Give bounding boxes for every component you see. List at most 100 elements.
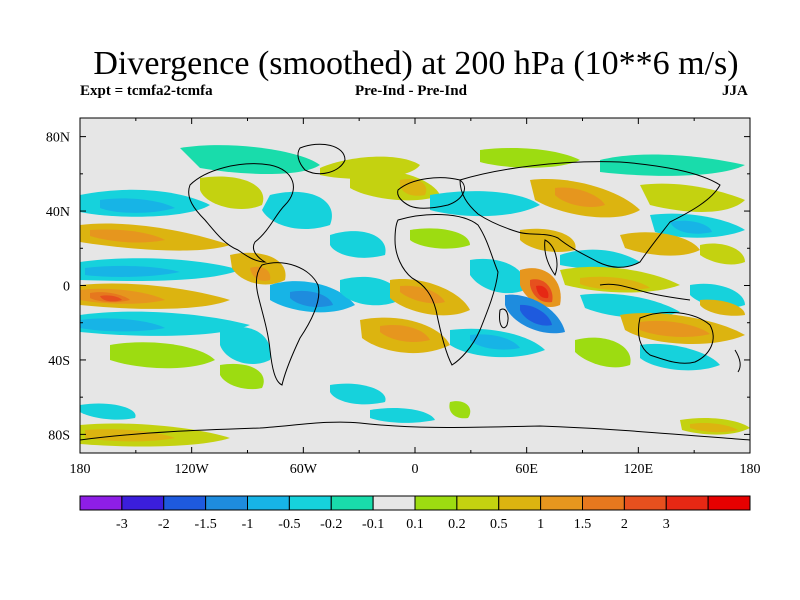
field-patch (700, 243, 745, 265)
field-patch (85, 265, 180, 277)
field-patch (100, 198, 175, 213)
field-patch (640, 183, 745, 212)
field-patch (690, 422, 738, 433)
colorbar-label: 1.5 (574, 517, 592, 532)
colorbar-swatch (121, 495, 165, 511)
field-patch (555, 187, 605, 207)
field-patch (640, 320, 710, 337)
coastline-new-zealand (734, 349, 741, 373)
experiment-label: Expt = tcmfa2-tcmfa (80, 83, 213, 99)
field-patch (430, 191, 540, 217)
colorbar-swatch (372, 495, 416, 511)
field-patch (470, 334, 520, 350)
colorbar: -3 -2 -1.5 -1 -0.5 -0.2 -0.1 0.1 0.2 0.5 1 1.5 2 3 (79, 495, 751, 532)
colorbar-swatch (414, 495, 458, 511)
lon-tick-label: 60E (515, 462, 538, 477)
colorbar-swatch (665, 495, 709, 511)
coastline-africa (394, 214, 499, 366)
field-patch (580, 293, 680, 318)
field-patch (536, 285, 549, 299)
lon-tick-label: 120W (175, 462, 210, 477)
field-patch (480, 148, 580, 168)
lon-tick-label: 0 (412, 462, 419, 477)
map-title: Divergence (smoothed) at 200 hPa (10**6 … (93, 45, 739, 82)
longitude-axis: 180 120W 60W 0 60E 120E 180 (70, 118, 761, 477)
field-patch (600, 154, 745, 176)
colorbar-label: 0.2 (448, 517, 466, 532)
lat-tick-label: 80S (48, 428, 70, 443)
lon-tick-label: 120E (624, 462, 654, 477)
coastline-antarctica (80, 421, 750, 441)
colorbar-label: -1.5 (195, 517, 217, 532)
colorbar-swatch (79, 495, 123, 511)
field-patch (200, 176, 264, 210)
colorbar-label: 3 (663, 517, 670, 532)
colorbar-label: -3 (116, 517, 128, 532)
coastlines (80, 143, 750, 441)
colorbar-label: 0.1 (406, 517, 424, 532)
field-patch (370, 408, 435, 423)
field-patch (399, 179, 427, 196)
lat-tick-label: 0 (63, 280, 70, 295)
field-patch (80, 403, 136, 420)
field-patch (410, 228, 470, 249)
field-patch (90, 229, 165, 243)
field-patch (290, 290, 333, 308)
coastline-south-america (255, 262, 320, 386)
colorbar-label: -1 (242, 517, 254, 532)
field-patch (670, 220, 712, 234)
field-patch (110, 342, 215, 369)
field-patch (380, 324, 430, 343)
field-patch (560, 249, 640, 270)
field-patch (180, 145, 320, 174)
colorbar-label: -0.2 (320, 517, 342, 532)
coastline-asia (459, 161, 721, 268)
field-patch (220, 363, 264, 390)
coastline-greenland (297, 143, 346, 175)
coastline-madagascar (499, 308, 509, 329)
lon-tick-label: 180 (70, 462, 91, 477)
field-patch (262, 191, 332, 230)
field-patch (100, 295, 122, 302)
field-patch (80, 318, 165, 332)
lon-tick-label: 60W (290, 462, 318, 477)
colorbar-swatch (540, 495, 583, 511)
colorbar-label: 2 (621, 517, 628, 532)
field-patch (330, 383, 386, 405)
coastline-india (544, 239, 558, 277)
colorbar-swatch (498, 495, 542, 511)
coastline-australia (637, 311, 714, 364)
field-patch (580, 276, 650, 291)
coastline-europe (397, 177, 465, 209)
field-patch (520, 304, 552, 326)
field-patch (620, 232, 700, 256)
colorbar-swatch (582, 495, 625, 511)
colorbar-label: 1 (537, 517, 544, 532)
colorbar-swatch (330, 495, 374, 511)
field-patch (700, 299, 745, 316)
divergence-field (80, 145, 750, 447)
field-patch (330, 231, 386, 258)
colorbar-label: -0.5 (278, 517, 300, 532)
colorbar-swatch (163, 495, 207, 511)
colorbar-swatch (456, 495, 500, 511)
lat-tick-label: 40N (46, 205, 70, 220)
field-patch (220, 326, 271, 365)
colorbar-swatch (288, 495, 332, 511)
lon-tick-label: 180 (740, 462, 761, 477)
colorbar-swatch (205, 495, 248, 511)
field-patch (250, 266, 271, 281)
season-label: JJA (722, 83, 748, 99)
colorbar-label: -2 (158, 517, 170, 532)
field-patch (575, 337, 631, 368)
colorbar-swatch (707, 495, 751, 511)
latitude-axis: 80N 40N 0 40S 80S (46, 131, 750, 443)
coastline-north-america (188, 163, 294, 263)
coastline-indonesia (599, 283, 691, 301)
field-patch (449, 401, 471, 419)
colorbar-label: -0.1 (362, 517, 384, 532)
lat-tick-label: 40S (48, 354, 70, 369)
field-patch (85, 429, 175, 442)
field-patch (340, 276, 400, 306)
